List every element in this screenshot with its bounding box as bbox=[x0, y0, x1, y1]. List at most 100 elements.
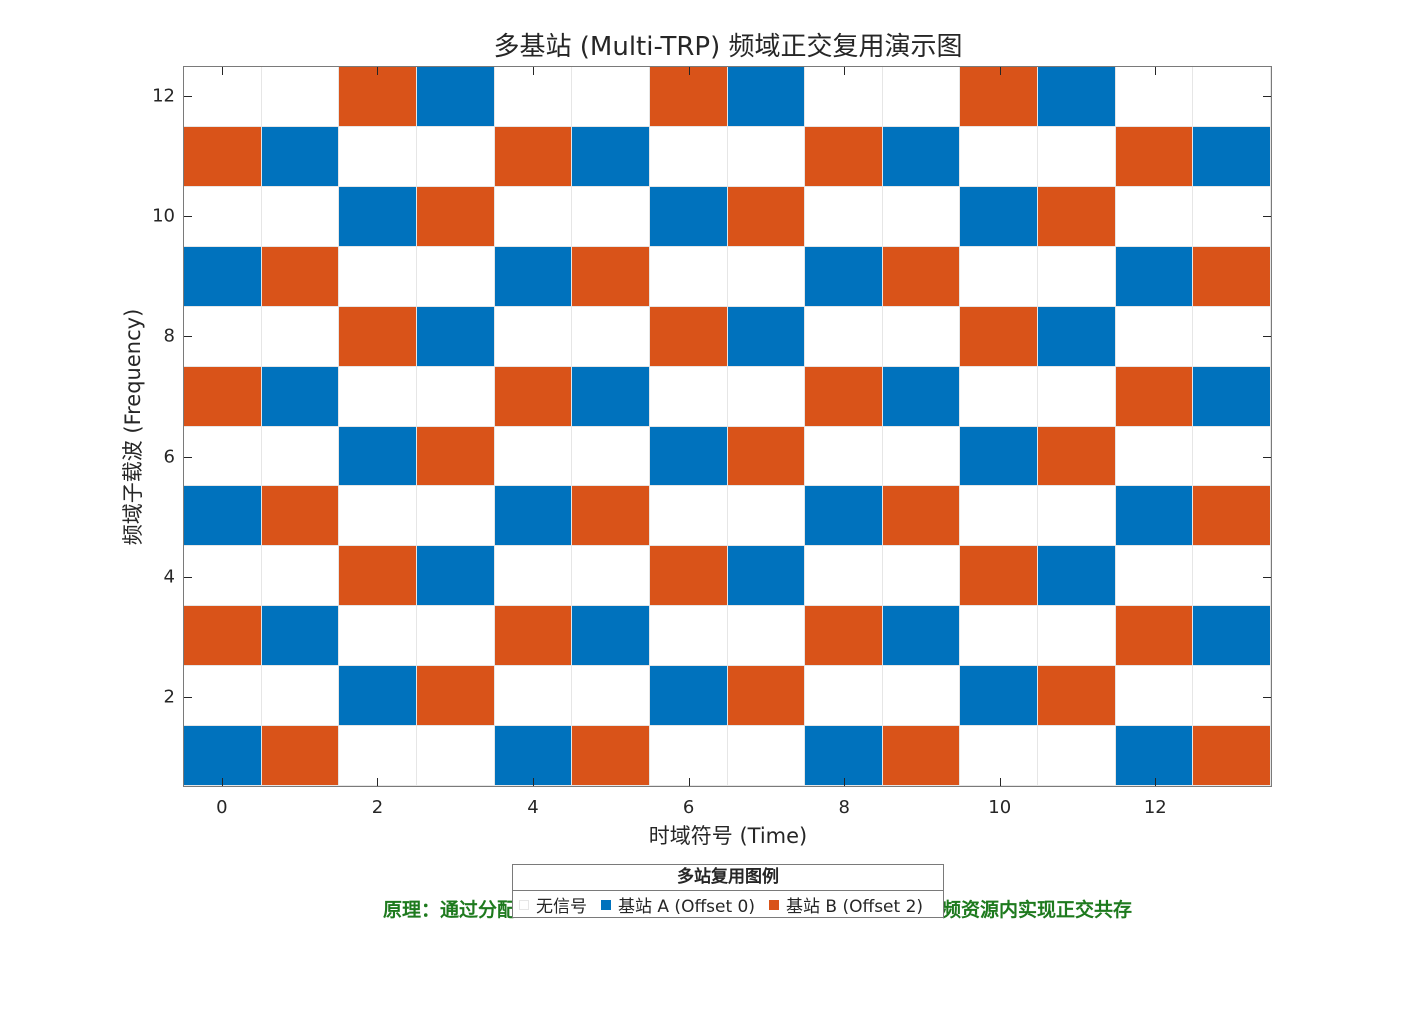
heatmap-cell bbox=[261, 546, 340, 607]
heatmap-cell bbox=[339, 546, 417, 607]
x-tick-mark bbox=[999, 778, 1001, 786]
heatmap-cell bbox=[339, 67, 417, 127]
heatmap-cell bbox=[1193, 186, 1271, 247]
y-tick-mark bbox=[1263, 216, 1271, 218]
heatmap-cell bbox=[494, 186, 573, 247]
legend-swatch-icon bbox=[769, 899, 779, 910]
heatmap-cell bbox=[261, 666, 340, 727]
y-tick-mark bbox=[184, 456, 192, 458]
heatmap-cell bbox=[261, 67, 340, 127]
heatmap-cell bbox=[727, 306, 806, 367]
heatmap-cell bbox=[805, 546, 883, 607]
y-tick-mark bbox=[184, 336, 192, 338]
x-tick-label: 8 bbox=[838, 797, 850, 818]
heatmap-cell bbox=[416, 246, 495, 307]
y-tick-label: 10 bbox=[152, 205, 175, 227]
heatmap-cell bbox=[339, 366, 417, 427]
y-tick-mark bbox=[1263, 576, 1271, 578]
heatmap-cell bbox=[882, 67, 961, 127]
heatmap-cell bbox=[261, 366, 340, 427]
heatmap-cell bbox=[960, 67, 1039, 127]
heatmap-cell bbox=[882, 126, 961, 187]
heatmap-cell bbox=[727, 606, 806, 667]
heatmap-cell bbox=[494, 726, 573, 786]
legend-swatch-icon bbox=[519, 899, 529, 910]
heatmap-cell bbox=[805, 246, 883, 307]
heatmap-cell bbox=[416, 186, 495, 247]
heatmap-cell bbox=[649, 666, 728, 727]
heatmap-cell bbox=[960, 606, 1039, 667]
heatmap-cell bbox=[494, 486, 573, 547]
x-tick-mark bbox=[1155, 778, 1157, 786]
heatmap-plot-area bbox=[183, 66, 1272, 787]
heatmap-cell bbox=[1038, 67, 1116, 127]
heatmap-cell bbox=[1193, 126, 1271, 187]
principle-annotation: 原理：通过分配 频资源内实现正交共存 bbox=[383, 895, 1132, 922]
heatmap-cell bbox=[960, 246, 1039, 307]
heatmap-cell bbox=[727, 366, 806, 427]
heatmap-cell bbox=[1038, 246, 1116, 307]
heatmap-cell bbox=[339, 606, 417, 667]
annotation-right-text: 频资源内实现正交共存 bbox=[942, 899, 1133, 921]
heatmap-cell bbox=[339, 126, 417, 187]
heatmap-cell bbox=[261, 606, 340, 667]
heatmap-cell bbox=[572, 606, 650, 667]
heatmap-cell bbox=[649, 67, 728, 127]
x-tick-label: 12 bbox=[1143, 797, 1167, 818]
y-tick-label: 12 bbox=[152, 85, 175, 107]
heatmap-cell bbox=[1038, 486, 1116, 547]
heatmap-cell bbox=[1115, 366, 1194, 427]
heatmap-cell bbox=[882, 486, 961, 547]
y-tick-label: 8 bbox=[163, 325, 175, 347]
heatmap-cell bbox=[1193, 666, 1271, 727]
heatmap-cell bbox=[416, 426, 495, 487]
heatmap-cell bbox=[572, 426, 650, 487]
heatmap-cell bbox=[960, 726, 1039, 786]
y-tick-mark bbox=[1263, 336, 1271, 338]
heatmap-cell bbox=[261, 726, 340, 786]
heatmap-cell bbox=[882, 726, 961, 786]
x-tick-mark bbox=[1155, 67, 1157, 75]
heatmap-cell bbox=[649, 186, 728, 247]
heatmap-cell bbox=[960, 306, 1039, 367]
y-tick-mark bbox=[1263, 96, 1271, 98]
heatmap-cell bbox=[1193, 726, 1271, 786]
heatmap-cell bbox=[184, 186, 262, 247]
heatmap-cell bbox=[339, 186, 417, 247]
heatmap-cell bbox=[960, 426, 1039, 487]
heatmap-cell bbox=[1193, 426, 1271, 487]
heatmap-cell bbox=[882, 366, 961, 427]
chart-title: 多基站 (Multi-TRP) 频域正交复用演示图 bbox=[493, 32, 963, 62]
heatmap-cell bbox=[261, 306, 340, 367]
heatmap-cell bbox=[1115, 546, 1194, 607]
x-tick-label: 2 bbox=[371, 797, 384, 818]
heatmap-cell bbox=[1193, 306, 1271, 367]
heatmap-cell bbox=[805, 126, 883, 187]
heatmap-cell bbox=[960, 126, 1039, 187]
heatmap-cell bbox=[494, 666, 573, 727]
heatmap-cell bbox=[339, 246, 417, 307]
heatmap-cell bbox=[882, 426, 961, 487]
heatmap-cell bbox=[882, 186, 961, 247]
heatmap-cell bbox=[1038, 666, 1116, 727]
heatmap-cell bbox=[1038, 306, 1116, 367]
heatmap-cell bbox=[184, 246, 262, 307]
heatmap-cell bbox=[1038, 426, 1116, 487]
heatmap-cell bbox=[649, 126, 728, 187]
heatmap-cell bbox=[184, 67, 262, 127]
heatmap-cell bbox=[572, 546, 650, 607]
heatmap-cell bbox=[649, 606, 728, 667]
heatmap-cell bbox=[805, 366, 883, 427]
heatmap-cell bbox=[261, 186, 340, 247]
heatmap-cell bbox=[339, 486, 417, 547]
heatmap-cell bbox=[184, 666, 262, 727]
x-tick-label: 10 bbox=[988, 797, 1012, 818]
heatmap-cell bbox=[1193, 486, 1271, 547]
y-tick-mark bbox=[184, 576, 192, 578]
heatmap-cell bbox=[805, 426, 883, 487]
x-tick-mark bbox=[688, 778, 690, 786]
heatmap-cell bbox=[960, 186, 1039, 247]
heatmap-cell bbox=[1115, 726, 1194, 786]
heatmap-cell bbox=[1193, 246, 1271, 307]
heatmap-cell bbox=[805, 666, 883, 727]
